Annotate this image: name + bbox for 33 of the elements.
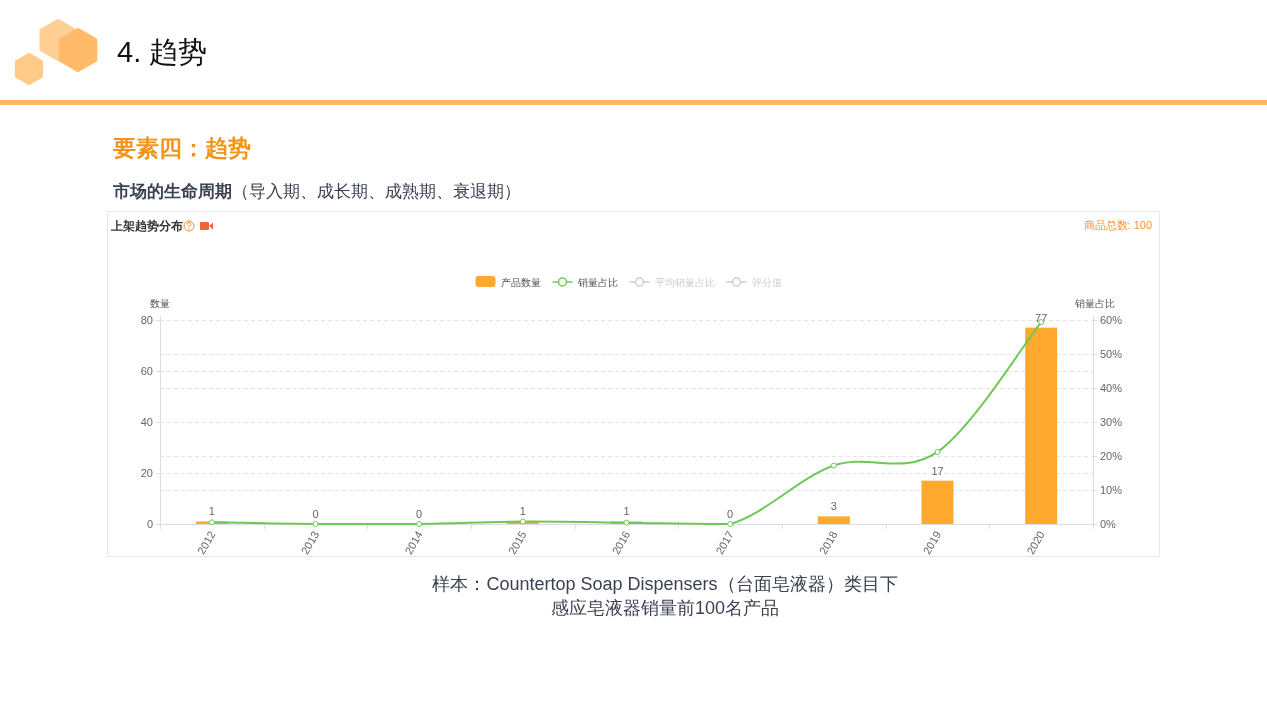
y2-tick-label: 0% — [1100, 518, 1117, 530]
data-label: 0 — [416, 508, 423, 520]
text: 要素四：趋势 — [112, 135, 251, 161]
text: 市场的生命周期 — [112, 182, 232, 201]
y-tick-label: 60 — [140, 365, 153, 377]
y-tick-label: 0 — [146, 518, 153, 530]
y2-tick-label: 50% — [1100, 348, 1123, 360]
y2-tick-label: 60% — [1100, 314, 1123, 326]
text: （导入期、成长期、成熟期、衰退期） — [232, 182, 521, 201]
y-tick-label: 80 — [140, 314, 153, 326]
y-tick-label: 40 — [140, 416, 153, 428]
data-label: 0 — [312, 508, 319, 520]
data-label: 1 — [519, 505, 526, 518]
data-label: 1 — [208, 505, 215, 518]
text: 样本：Countertop Soap Dispensers（台面皂液器）类目下 — [432, 574, 898, 594]
data-label: 1 — [623, 505, 630, 518]
text: 4. 趋势 — [117, 36, 208, 68]
y2-axis-title: 销量占比 — [1074, 298, 1115, 309]
data-label: 17 — [931, 464, 944, 477]
data-label: 77 — [1035, 311, 1048, 324]
text: 商品总数: 100 — [1083, 219, 1152, 231]
text: 感应皂液器销量前100名产品 — [550, 598, 780, 618]
y2-tick-label: 10% — [1100, 484, 1123, 496]
legend-label: 产品数量 — [500, 277, 541, 288]
chart-title: 上架趋势分布 — [110, 219, 183, 233]
legend-label: 销量占比 — [576, 277, 618, 288]
y2-tick-label: 40% — [1100, 382, 1123, 394]
data-label: 3 — [830, 500, 837, 513]
data-label: 0 — [727, 508, 734, 520]
y-axis-title: 数量 — [150, 298, 170, 309]
y2-tick-label: 30% — [1100, 416, 1123, 428]
y-tick-label: 20 — [140, 467, 153, 479]
y2-tick-label: 20% — [1100, 450, 1123, 462]
